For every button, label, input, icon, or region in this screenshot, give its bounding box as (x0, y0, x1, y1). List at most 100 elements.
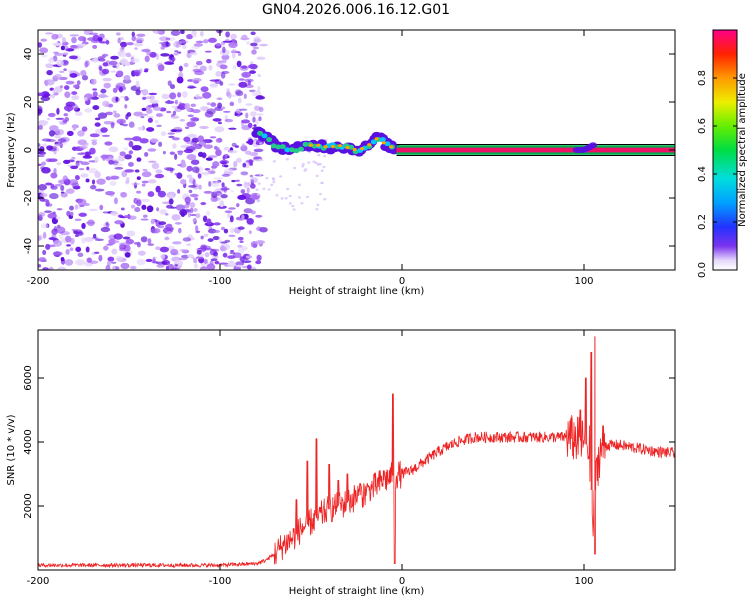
colorbar-tick-label: 0.4 (697, 166, 708, 182)
signal-line-core (396, 147, 675, 153)
noise-speckle (174, 222, 182, 225)
snr-y-tick-label: 4000 (23, 429, 34, 454)
noise-speckle (103, 121, 114, 125)
noise-speckle (206, 210, 211, 217)
noise-speckle (158, 221, 167, 226)
noise-speckle (48, 130, 56, 137)
noise-speckle (180, 159, 186, 167)
noise-speckle (186, 121, 197, 128)
noise-speckle (80, 175, 86, 178)
noise-speckle (255, 240, 266, 245)
noise-speckle (187, 133, 197, 138)
noise-speckle (147, 238, 152, 244)
spectrogram-y-tick-label: -20 (23, 190, 34, 206)
noise-speckle (156, 263, 165, 268)
noise-speckle (235, 90, 244, 97)
noise-speckle (57, 138, 67, 143)
noise-speckle (199, 125, 209, 129)
noise-speckle (75, 175, 80, 181)
noise-speckle (270, 183, 274, 187)
noise-speckle (63, 113, 69, 117)
noise-speckle (136, 241, 141, 248)
snr-series-line (38, 352, 675, 569)
noise-speckle (241, 71, 252, 78)
noise-speckle (133, 69, 141, 77)
noise-speckle (189, 201, 196, 208)
signal-core (297, 146, 304, 152)
noise-speckle (194, 225, 199, 232)
noise-speckle (189, 213, 197, 217)
noise-speckle (200, 86, 209, 93)
noise-speckle (216, 30, 223, 34)
noise-speckle (113, 233, 123, 240)
noise-speckle (60, 256, 65, 262)
noise-speckle (46, 117, 51, 121)
noise-speckle (300, 202, 304, 205)
noise-speckle (228, 83, 236, 86)
noise-speckle (108, 60, 118, 66)
spectrogram-y-tick-label: 0 (23, 147, 34, 153)
noise-speckle (102, 211, 112, 214)
noise-speckle (238, 81, 248, 88)
noise-speckle (184, 103, 191, 110)
noise-speckle (94, 251, 100, 254)
noise-speckle (150, 138, 159, 143)
noise-speckle (192, 218, 197, 222)
noise-speckle (156, 53, 160, 61)
noise-speckle (158, 141, 163, 147)
noise-speckle (128, 140, 134, 148)
noise-speckle (221, 182, 225, 187)
noise-speckle (69, 73, 78, 78)
noise-speckle (320, 181, 324, 185)
noise-speckle (223, 168, 234, 173)
noise-speckle (151, 162, 160, 170)
noise-speckle (228, 150, 238, 154)
noise-speckle (119, 58, 128, 65)
noise-speckle (117, 214, 124, 218)
noise-speckle (116, 70, 124, 78)
noise-speckle (56, 226, 66, 234)
noise-speckle (94, 171, 101, 179)
noise-speckle (171, 137, 180, 141)
noise-speckle (164, 61, 174, 65)
noise-speckle (224, 239, 231, 243)
noise-speckle (206, 58, 212, 64)
noise-speckle (223, 228, 229, 234)
noise-speckle (257, 86, 261, 93)
noise-speckle (114, 220, 124, 225)
noise-speckle (52, 42, 63, 46)
noise-speckle (206, 263, 216, 270)
noise-speckle (230, 33, 237, 40)
noise-speckle (146, 108, 153, 114)
noise-speckle (243, 208, 253, 214)
noise-speckle (89, 97, 99, 100)
noise-speckle (191, 30, 197, 38)
noise-speckle (38, 108, 43, 115)
noise-speckle (168, 198, 174, 205)
noise-speckle (80, 161, 90, 166)
noise-speckle (183, 204, 190, 209)
noise-speckle (137, 250, 146, 256)
noise-speckle (208, 37, 217, 43)
noise-speckle (38, 214, 43, 217)
noise-speckle (193, 80, 200, 84)
noise-speckle (80, 152, 87, 155)
noise-speckle (167, 99, 171, 104)
noise-speckle (100, 127, 108, 133)
noise-speckle (237, 244, 243, 248)
noise-speckle (74, 204, 78, 210)
noise-speckle (204, 252, 210, 258)
noise-speckle (165, 37, 171, 41)
signal-core (384, 141, 391, 147)
noise-speckle (124, 169, 135, 173)
noise-speckle (203, 258, 208, 264)
noise-speckle (110, 261, 117, 264)
noise-speckle (65, 235, 72, 243)
noise-speckle (152, 30, 162, 34)
noise-speckle (216, 97, 223, 101)
noise-speckle (99, 204, 104, 211)
noise-speckle (140, 115, 145, 119)
noise-speckle (60, 45, 65, 51)
noise-speckle (92, 44, 98, 49)
